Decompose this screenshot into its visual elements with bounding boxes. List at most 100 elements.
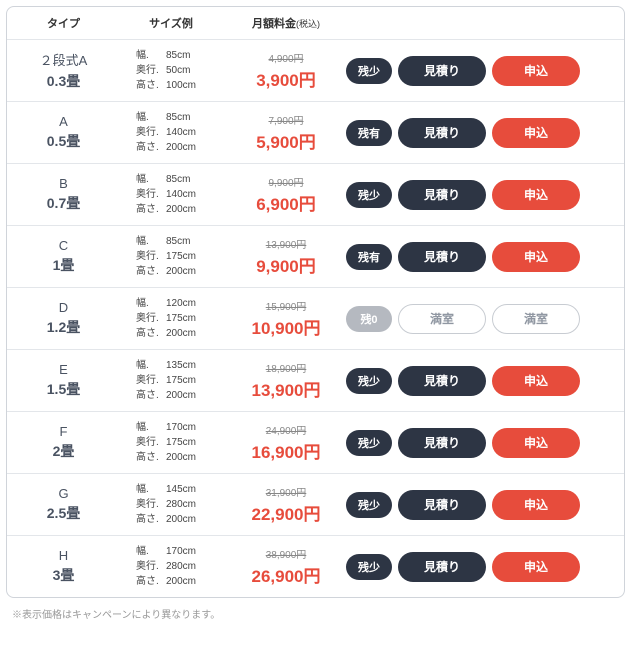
header-size: サイズ例	[116, 15, 226, 31]
type-cell: E1.5畳	[11, 362, 116, 399]
availability-badge: 残有	[346, 120, 392, 146]
new-price: 13,900円	[226, 376, 346, 401]
size-cell: 幅.145cm奥行.280cm高さ.200cm	[116, 482, 226, 527]
size-cell: 幅.170cm奥行.175cm高さ.200cm	[116, 420, 226, 465]
size-depth-value: 140cm	[166, 125, 206, 140]
old-price: 15,900円	[226, 298, 346, 313]
estimate-button[interactable]: 見積り	[398, 552, 486, 582]
table-row: D1.2畳幅.120cm奥行.175cm高さ.200cm15,900円10,90…	[7, 287, 624, 349]
type-cell: ２段式A0.3畳	[11, 50, 116, 91]
buttons-cell: 残0満室満室	[346, 304, 620, 334]
table-header-row: タイプ サイズ例 月額料金(税込)	[7, 7, 624, 39]
size-height-value: 200cm	[166, 512, 206, 527]
apply-button[interactable]: 申込	[492, 118, 580, 148]
new-price: 22,900円	[226, 500, 346, 525]
price-cell: 18,900円13,900円	[226, 360, 346, 401]
footnote-text: ※表示価格はキャンペーンにより異なります。	[6, 598, 625, 623]
estimate-button[interactable]: 見積り	[398, 180, 486, 210]
price-cell: 13,900円9,900円	[226, 236, 346, 277]
size-cell: 幅.85cm奥行.140cm高さ.200cm	[116, 110, 226, 155]
size-cell: 幅.135cm奥行.175cm高さ.200cm	[116, 358, 226, 403]
old-price: 13,900円	[226, 236, 346, 251]
size-height-value: 200cm	[166, 388, 206, 403]
availability-badge: 残有	[346, 244, 392, 270]
apply-button[interactable]: 申込	[492, 490, 580, 520]
size-depth-value: 175cm	[166, 373, 206, 388]
size-depth-label: 奥行.	[136, 311, 166, 326]
size-cell: 幅.120cm奥行.175cm高さ.200cm	[116, 296, 226, 341]
estimate-button[interactable]: 見積り	[398, 118, 486, 148]
old-price: 31,900円	[226, 484, 346, 499]
size-depth-label: 奥行.	[136, 63, 166, 78]
apply-button[interactable]: 申込	[492, 180, 580, 210]
size-width-label: 幅.	[136, 358, 166, 373]
size-height-label: 高さ.	[136, 264, 166, 279]
table-row: F2畳幅.170cm奥行.175cm高さ.200cm24,900円16,900円…	[7, 411, 624, 473]
size-cell: 幅.85cm奥行.50cm高さ.100cm	[116, 48, 226, 93]
size-depth-label: 奥行.	[136, 187, 166, 202]
apply-button[interactable]: 申込	[492, 242, 580, 272]
estimate-button[interactable]: 見積り	[398, 56, 486, 86]
size-depth-value: 50cm	[166, 63, 206, 78]
size-height-label: 高さ.	[136, 326, 166, 341]
price-cell: 7,900円5,900円	[226, 112, 346, 153]
apply-button[interactable]: 申込	[492, 366, 580, 396]
table-row: H3畳幅.170cm奥行.280cm高さ.200cm38,900円26,900円…	[7, 535, 624, 597]
type-tatami: 2.5畳	[11, 503, 116, 523]
new-price: 5,900円	[226, 128, 346, 153]
old-price: 7,900円	[226, 112, 346, 127]
table-row: A0.5畳幅.85cm奥行.140cm高さ.200cm7,900円5,900円残…	[7, 101, 624, 163]
type-cell: G2.5畳	[11, 486, 116, 523]
type-name: F	[11, 424, 116, 439]
type-name: C	[11, 238, 116, 253]
header-price-tax: (税込)	[296, 19, 320, 29]
size-cell: 幅.85cm奥行.140cm高さ.200cm	[116, 172, 226, 217]
type-cell: F2畳	[11, 424, 116, 461]
size-height-label: 高さ.	[136, 140, 166, 155]
apply-button[interactable]: 申込	[492, 552, 580, 582]
table-row: E1.5畳幅.135cm奥行.175cm高さ.200cm18,900円13,90…	[7, 349, 624, 411]
new-price: 16,900円	[226, 438, 346, 463]
old-price: 24,900円	[226, 422, 346, 437]
new-price: 9,900円	[226, 252, 346, 277]
size-height-value: 200cm	[166, 450, 206, 465]
estimate-button[interactable]: 見積り	[398, 242, 486, 272]
availability-badge: 残0	[346, 306, 392, 332]
header-price-label: 月額料金	[252, 18, 296, 30]
size-height-value: 200cm	[166, 574, 206, 589]
buttons-cell: 残少見積り申込	[346, 56, 620, 86]
header-price: 月額料金(税込)	[226, 15, 346, 31]
price-cell: 4,900円3,900円	[226, 50, 346, 91]
size-depth-value: 175cm	[166, 249, 206, 264]
buttons-cell: 残少見積り申込	[346, 428, 620, 458]
size-depth-value: 280cm	[166, 497, 206, 512]
price-cell: 38,900円26,900円	[226, 546, 346, 587]
availability-badge: 残少	[346, 430, 392, 456]
buttons-cell: 残少見積り申込	[346, 366, 620, 396]
full-button: 満室	[398, 304, 486, 334]
price-cell: 9,900円6,900円	[226, 174, 346, 215]
table-row: C1畳幅.85cm奥行.175cm高さ.200cm13,900円9,900円残有…	[7, 225, 624, 287]
size-width-label: 幅.	[136, 172, 166, 187]
size-width-label: 幅.	[136, 420, 166, 435]
size-depth-label: 奥行.	[136, 373, 166, 388]
old-price: 18,900円	[226, 360, 346, 375]
new-price: 6,900円	[226, 190, 346, 215]
buttons-cell: 残少見積り申込	[346, 490, 620, 520]
estimate-button[interactable]: 見積り	[398, 428, 486, 458]
size-width-label: 幅.	[136, 544, 166, 559]
type-name: H	[11, 548, 116, 563]
estimate-button[interactable]: 見積り	[398, 490, 486, 520]
size-height-label: 高さ.	[136, 512, 166, 527]
buttons-cell: 残有見積り申込	[346, 118, 620, 148]
apply-button[interactable]: 申込	[492, 56, 580, 86]
size-width-value: 145cm	[166, 482, 206, 497]
size-depth-label: 奥行.	[136, 497, 166, 512]
size-cell: 幅.85cm奥行.175cm高さ.200cm	[116, 234, 226, 279]
apply-button[interactable]: 申込	[492, 428, 580, 458]
type-name: ２段式A	[11, 50, 116, 69]
estimate-button[interactable]: 見積り	[398, 366, 486, 396]
size-width-label: 幅.	[136, 296, 166, 311]
size-height-label: 高さ.	[136, 574, 166, 589]
price-cell: 31,900円22,900円	[226, 484, 346, 525]
